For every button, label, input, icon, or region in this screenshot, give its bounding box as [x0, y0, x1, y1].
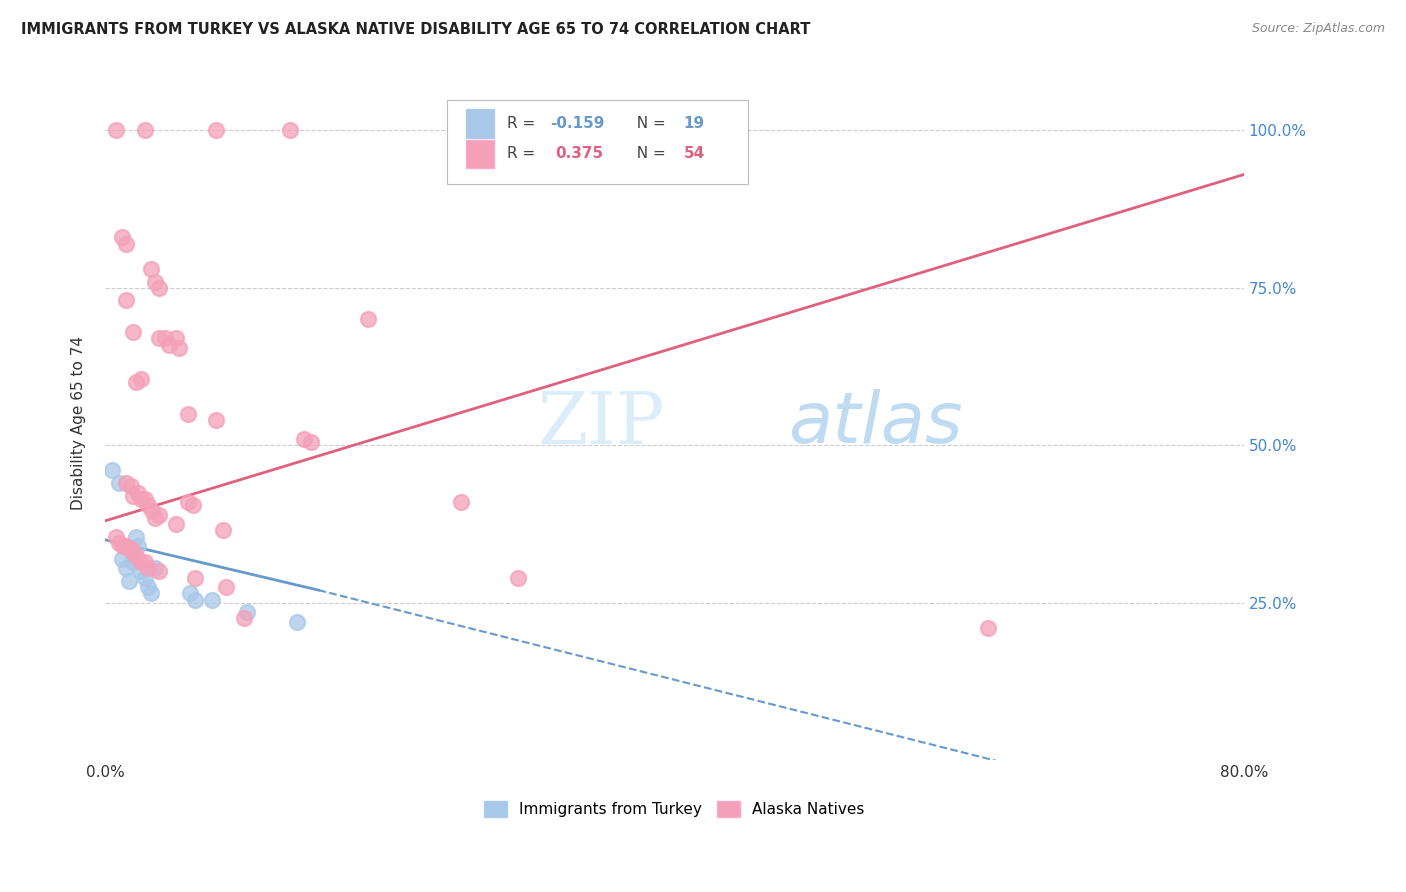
Text: R =: R =: [508, 116, 540, 131]
Point: [183, 570, 205, 584]
Point: [201, 592, 224, 607]
Point: [122, 545, 145, 559]
Point: [143, 275, 166, 289]
Text: ZIP: ZIP: [537, 388, 665, 458]
Point: [450, 495, 472, 509]
Point: [205, 123, 228, 137]
Point: [176, 495, 198, 509]
Point: [136, 580, 159, 594]
Point: [127, 485, 149, 500]
Point: [120, 545, 142, 559]
Point: [129, 491, 152, 506]
Legend: Immigrants from Turkey, Alaska Natives: Immigrants from Turkey, Alaska Natives: [478, 795, 870, 823]
Point: [148, 564, 170, 578]
Point: [136, 561, 159, 575]
Text: 54: 54: [683, 146, 704, 161]
Point: [176, 407, 198, 421]
Text: atlas: atlas: [789, 389, 963, 458]
Point: [136, 498, 159, 512]
Point: [148, 508, 170, 522]
Point: [153, 331, 176, 345]
Point: [134, 123, 156, 137]
Point: [129, 555, 152, 569]
Point: [165, 331, 187, 345]
Point: [115, 236, 138, 251]
Text: N =: N =: [627, 116, 671, 131]
Text: R =: R =: [508, 146, 546, 161]
Bar: [465, 109, 495, 137]
FancyBboxPatch shape: [447, 100, 748, 184]
Point: [129, 372, 152, 386]
Point: [129, 564, 152, 578]
Point: [179, 586, 201, 600]
Point: [212, 524, 235, 538]
Text: IMMIGRANTS FROM TURKEY VS ALASKA NATIVE DISABILITY AGE 65 TO 74 CORRELATION CHAR: IMMIGRANTS FROM TURKEY VS ALASKA NATIVE …: [21, 22, 810, 37]
Text: 19: 19: [683, 116, 704, 131]
Point: [233, 611, 256, 625]
Point: [112, 539, 135, 553]
Point: [148, 331, 170, 345]
Point: [122, 489, 145, 503]
Point: [215, 580, 238, 594]
Point: [125, 376, 148, 390]
Point: [134, 491, 156, 506]
Point: [115, 476, 138, 491]
Point: [111, 551, 134, 566]
Text: -0.159: -0.159: [550, 116, 605, 131]
Point: [143, 561, 166, 575]
Point: [125, 549, 148, 563]
Point: [181, 498, 204, 512]
Point: [167, 341, 190, 355]
Point: [118, 574, 141, 588]
Point: [148, 281, 170, 295]
Point: [285, 615, 308, 629]
Point: [157, 337, 180, 351]
Point: [134, 555, 156, 569]
Point: [105, 123, 128, 137]
Point: [108, 536, 131, 550]
Point: [236, 605, 259, 619]
Text: 0.375: 0.375: [555, 146, 603, 161]
Point: [292, 432, 315, 446]
Point: [122, 555, 145, 569]
Bar: [465, 139, 495, 168]
Y-axis label: Disability Age 65 to 74: Disability Age 65 to 74: [72, 336, 86, 510]
Text: N =: N =: [627, 146, 671, 161]
Point: [115, 561, 138, 575]
Point: [134, 570, 156, 584]
Point: [183, 592, 205, 607]
Point: [205, 413, 228, 427]
Point: [125, 530, 148, 544]
Point: [143, 510, 166, 524]
Point: [165, 516, 187, 531]
Point: [115, 539, 138, 553]
Point: [105, 530, 128, 544]
Point: [976, 621, 998, 635]
Point: [120, 479, 142, 493]
Point: [357, 312, 380, 326]
Point: [139, 262, 162, 277]
Point: [141, 504, 163, 518]
Point: [101, 463, 124, 477]
Point: [299, 435, 322, 450]
Point: [139, 586, 162, 600]
Point: [108, 476, 131, 491]
Point: [506, 570, 529, 584]
Point: [278, 123, 301, 137]
Point: [122, 325, 145, 339]
Point: [120, 542, 142, 557]
Text: Source: ZipAtlas.com: Source: ZipAtlas.com: [1251, 22, 1385, 36]
Point: [111, 230, 134, 244]
Point: [127, 539, 149, 553]
Point: [115, 293, 138, 308]
